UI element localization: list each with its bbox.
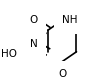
Text: N: N bbox=[30, 39, 37, 49]
Text: O: O bbox=[58, 69, 66, 79]
Text: NH: NH bbox=[62, 15, 78, 25]
Text: HO: HO bbox=[1, 49, 17, 59]
Text: O: O bbox=[29, 15, 38, 25]
